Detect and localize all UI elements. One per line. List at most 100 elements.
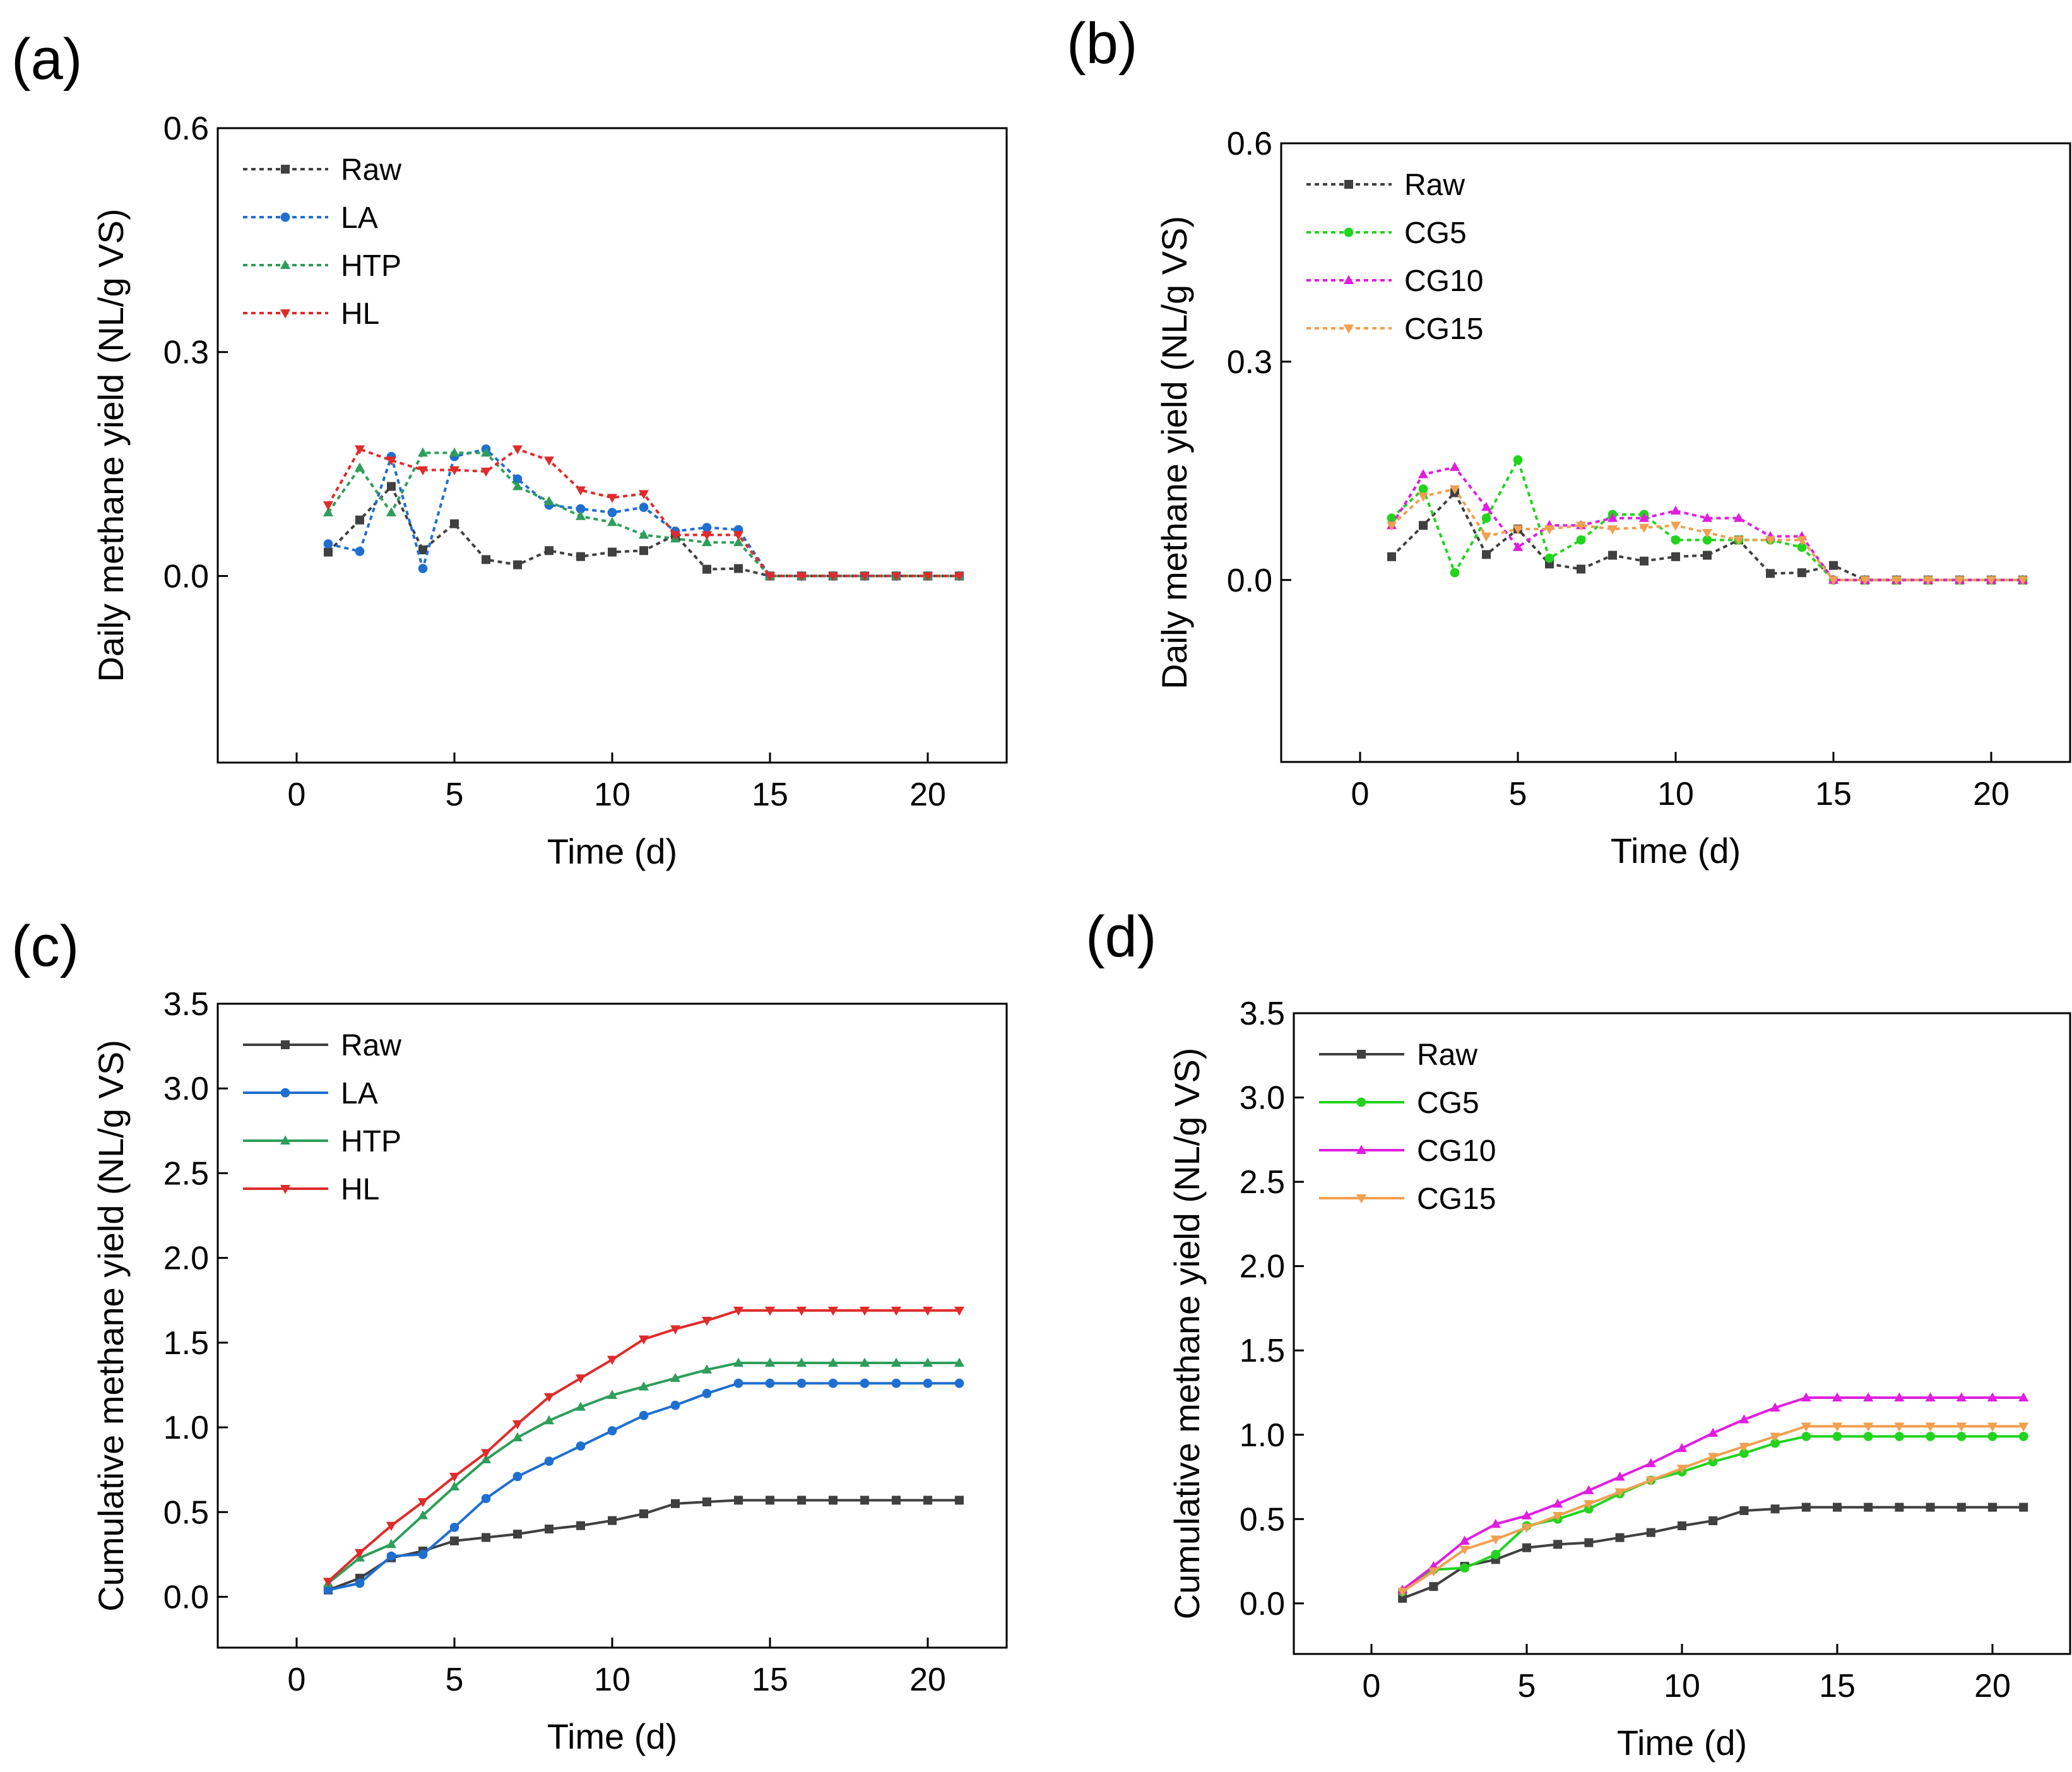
- data-point-cg10: [1512, 542, 1524, 551]
- data-point-cg15: [1544, 525, 1555, 535]
- data-point-hl: [701, 531, 713, 540]
- x-tick-label: 15: [752, 776, 788, 813]
- data-point-cg15: [1575, 521, 1587, 531]
- data-point-raw: [1398, 1593, 1407, 1603]
- data-point-cg5: [1460, 1563, 1469, 1573]
- chart-panel-d: 0 5 10 15 20 0.0 0.5 1.0 1.5 2.0 2.5 3.0 3.5 Time (d)…: [1167, 996, 2071, 1763]
- data-point-cg10: [1925, 1392, 1936, 1401]
- data-point-hl: [922, 572, 933, 581]
- data-point-cg15: [1796, 536, 1808, 545]
- legend-label-la: LA: [341, 201, 378, 235]
- data-point-cg15: [2018, 1422, 2029, 1432]
- data-point-cg5: [1418, 484, 1428, 494]
- legend-marker-htp: [280, 259, 291, 269]
- data-point-la: [355, 547, 365, 556]
- data-point-htp: [575, 1401, 586, 1411]
- data-point-la: [670, 1400, 680, 1410]
- data-point-raw: [450, 519, 459, 528]
- data-point-raw: [1739, 1506, 1749, 1515]
- data-point-cg15: [1765, 536, 1776, 545]
- series-line-hl: [327, 1309, 959, 1583]
- data-point-hl: [764, 572, 776, 581]
- data-point-raw: [639, 546, 648, 556]
- data-point-hl: [575, 486, 586, 496]
- data-point-hl: [543, 456, 555, 466]
- data-point-cg5: [1770, 1438, 1780, 1448]
- panel-label-c: (c): [11, 914, 79, 978]
- data-point-cg5: [1450, 568, 1460, 578]
- data-point-hl: [859, 572, 870, 581]
- data-point-cg15: [1512, 525, 1524, 535]
- data-point-cg15: [1863, 1422, 1874, 1432]
- data-point-hl: [638, 490, 649, 499]
- data-point-raw: [702, 564, 711, 574]
- data-point-raw: [1678, 1521, 1686, 1530]
- data-point-hl: [954, 1306, 965, 1316]
- data-point-raw: [513, 560, 522, 569]
- data-point-hl: [638, 1335, 649, 1345]
- data-point-htp: [796, 1357, 807, 1367]
- data-point-htp: [670, 1372, 681, 1383]
- data-point-cg15: [1894, 1422, 1905, 1432]
- x-tick-label: 20: [909, 1662, 946, 1698]
- data-point-cg5: [1957, 1432, 1967, 1441]
- data-point-htp: [607, 516, 618, 526]
- data-point-cg5: [1895, 1432, 1904, 1441]
- data-point-htp: [480, 1454, 492, 1464]
- data-point-cg10: [1553, 1498, 1563, 1508]
- data-point-hl: [417, 1498, 429, 1507]
- legend-marker-cg5: [1356, 1097, 1366, 1107]
- data-point-htp: [701, 537, 713, 547]
- y-tick-label: 3.5: [1240, 996, 1285, 1032]
- data-point-cg15: [1832, 1422, 1843, 1432]
- data-point-raw: [2019, 1502, 2028, 1512]
- data-point-raw: [1577, 564, 1585, 574]
- x-tick-label: 0: [288, 776, 306, 813]
- data-point-la: [702, 1389, 712, 1398]
- data-point-cg15: [1770, 1432, 1780, 1442]
- data-point-cg5: [1739, 1448, 1749, 1458]
- data-point-hl: [449, 466, 460, 475]
- data-point-raw: [418, 545, 427, 555]
- data-point-raw: [1584, 1538, 1594, 1547]
- data-point-cg15: [1614, 1488, 1625, 1497]
- data-point-cg15: [1708, 1453, 1719, 1462]
- data-point-cg15: [1986, 576, 1997, 586]
- data-point-cg10: [2018, 1392, 2029, 1401]
- data-point-la: [355, 1578, 365, 1588]
- data-point-cg10: [1418, 469, 1429, 479]
- data-point-hl: [323, 1578, 334, 1587]
- data-point-la: [860, 1378, 870, 1388]
- data-point-raw: [766, 1495, 774, 1505]
- data-point-raw: [1829, 561, 1838, 570]
- data-point-cg15: [1733, 536, 1744, 545]
- legend-marker-cg15: [1356, 1194, 1367, 1204]
- panel-label-a: (a): [11, 27, 82, 92]
- x-tick-label: 10: [594, 776, 630, 813]
- plot-frame: [1293, 1012, 2071, 1655]
- data-point-htp: [859, 1357, 870, 1367]
- data-point-htp: [323, 507, 334, 516]
- data-point-raw: [1522, 1543, 1531, 1552]
- data-point-raw: [1770, 1504, 1780, 1514]
- data-point-htp: [512, 481, 523, 491]
- y-axis-title: Daily methane yield (NL/g VS): [1154, 216, 1194, 689]
- data-point-cg5: [1926, 1432, 1935, 1441]
- legend-label-cg15: CG15: [1417, 1182, 1496, 1216]
- data-point-cg15: [1386, 521, 1397, 531]
- legend-marker-cg15: [1343, 324, 1354, 334]
- data-point-hl: [323, 501, 334, 511]
- y-tick-label: 2.5: [1240, 1164, 1285, 1201]
- data-point-raw: [576, 1521, 585, 1530]
- data-point-cg5: [1832, 1432, 1842, 1441]
- data-point-raw: [797, 1495, 806, 1505]
- x-tick-label: 5: [1518, 1668, 1536, 1704]
- data-point-cg10: [1770, 1402, 1780, 1412]
- data-point-la: [765, 1378, 775, 1388]
- data-point-raw: [1429, 1582, 1438, 1591]
- data-point-cg15: [1925, 1422, 1936, 1432]
- data-point-raw: [1703, 550, 1712, 560]
- data-point-htp: [607, 1389, 618, 1400]
- data-point-cg15: [1607, 525, 1618, 535]
